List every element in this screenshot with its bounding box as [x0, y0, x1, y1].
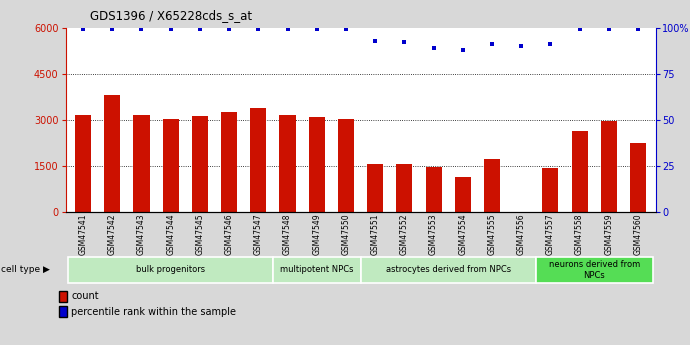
Point: [311, 27, 322, 32]
Bar: [133, 115, 150, 212]
Point: [253, 27, 264, 32]
Bar: [104, 95, 120, 212]
Bar: [221, 112, 237, 212]
Point: [195, 27, 206, 32]
Bar: [279, 115, 295, 212]
Text: count: count: [71, 292, 99, 301]
Point: [224, 27, 235, 32]
Bar: [68, 257, 273, 283]
Bar: [75, 115, 91, 212]
Bar: [273, 257, 360, 283]
Bar: [367, 164, 383, 212]
Bar: [396, 164, 413, 212]
Text: neurons derived from
NPCs: neurons derived from NPCs: [549, 260, 640, 280]
Bar: [426, 167, 442, 212]
Bar: [163, 119, 179, 212]
Point: [545, 41, 556, 47]
Point: [428, 45, 439, 51]
Bar: [455, 177, 471, 212]
Point: [282, 27, 293, 32]
Point: [370, 38, 381, 43]
Bar: [484, 159, 500, 212]
Bar: [192, 116, 208, 212]
Bar: [535, 257, 653, 283]
Point: [574, 27, 585, 32]
Bar: [601, 121, 617, 212]
Point: [136, 27, 147, 32]
Bar: [630, 143, 646, 212]
Point: [77, 27, 88, 32]
Text: cell type: cell type: [1, 265, 41, 274]
Point: [107, 27, 118, 32]
Text: ▶: ▶: [43, 265, 50, 274]
Bar: [571, 131, 588, 212]
Text: GDS1396 / X65228cds_s_at: GDS1396 / X65228cds_s_at: [90, 9, 252, 22]
Point: [486, 41, 497, 47]
Point: [603, 27, 614, 32]
Bar: [308, 117, 325, 212]
Text: astrocytes derived from NPCs: astrocytes derived from NPCs: [386, 265, 511, 275]
Text: multipotent NPCs: multipotent NPCs: [280, 265, 353, 275]
Point: [165, 27, 176, 32]
Bar: [360, 257, 535, 283]
Text: bulk progenitors: bulk progenitors: [136, 265, 205, 275]
Bar: [338, 119, 354, 212]
Point: [340, 27, 351, 32]
Bar: [542, 168, 558, 212]
Point: [399, 40, 410, 45]
Bar: [250, 108, 266, 212]
Point: [457, 47, 469, 52]
Text: percentile rank within the sample: percentile rank within the sample: [71, 307, 236, 317]
Point: [515, 43, 526, 49]
Point: [633, 27, 644, 32]
